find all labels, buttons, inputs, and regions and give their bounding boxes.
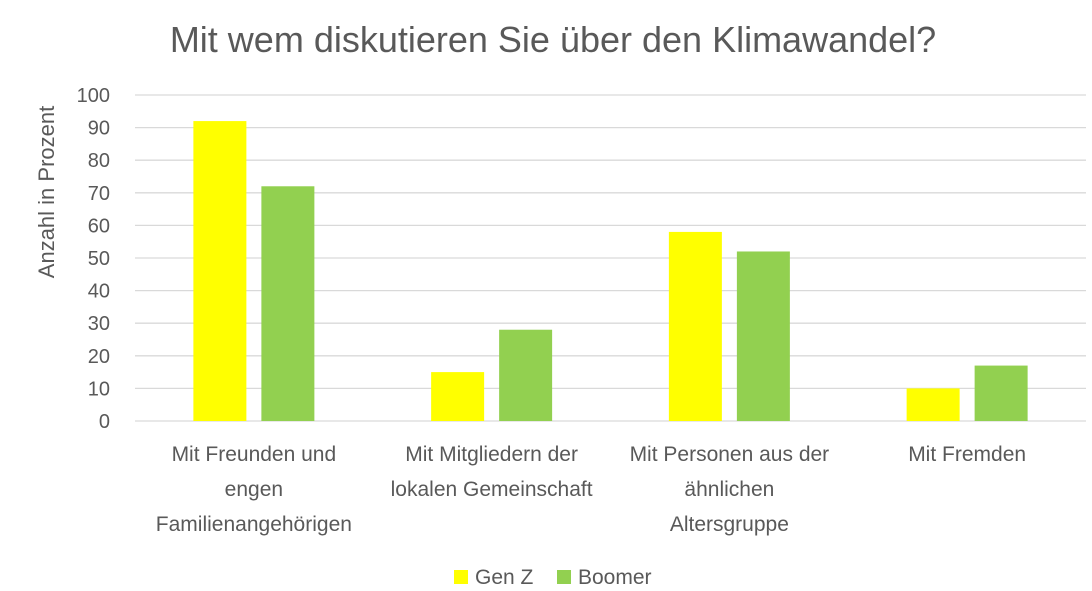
y-tick-label: 100 [77, 85, 110, 107]
y-tick-label: 0 [99, 411, 110, 433]
bar-gen-z-2 [668, 231, 722, 421]
y-axis-ticks: 0 10 20 30 40 50 60 70 80 90 100 [77, 85, 110, 433]
y-axis-label: Anzahl in Prozent [34, 106, 59, 278]
category-label-line: Mit Freunden und [172, 443, 337, 466]
y-tick-label: 90 [88, 118, 110, 140]
legend-item-gen-z: Gen Z [454, 566, 534, 589]
bar-boomer-1 [499, 329, 553, 421]
y-tick-label: 10 [88, 378, 110, 400]
y-tick-label: 30 [88, 313, 110, 335]
y-tick-label: 70 [88, 183, 110, 205]
legend-item-boomer: Boomer [557, 566, 652, 589]
y-tick-label: 50 [88, 248, 110, 270]
bar-gen-z-1 [431, 372, 485, 421]
y-tick-label: 40 [88, 281, 110, 303]
category-label-line: lokalen Gemeinschaft [391, 478, 593, 501]
category-label-0: Mit Freunden und engen Familienangehörigen [156, 443, 352, 536]
bars [193, 121, 1028, 421]
category-label-line: Mit Fremden [908, 443, 1026, 466]
category-label-line: Familienangehörigen [156, 513, 352, 536]
y-tick-label: 60 [88, 215, 110, 237]
bar-boomer-0 [261, 186, 315, 421]
category-label-line: Altersgruppe [670, 513, 789, 536]
legend-swatch [557, 570, 571, 584]
x-axis-category-labels: Mit Freunden und engen Familienangehörigen… [156, 443, 1026, 536]
legend-label: Gen Z [475, 566, 534, 589]
legend-swatch [454, 570, 468, 584]
category-label-line: ähnlichen [684, 478, 774, 501]
bar-gen-z-0 [193, 121, 247, 421]
category-label-line: Mit Personen aus der [630, 443, 830, 466]
bar-boomer-3 [974, 365, 1028, 421]
category-label-2: Mit Personen aus der ähnlichen Altersgrupp… [630, 443, 830, 536]
legend: Gen Z Boomer [454, 566, 652, 589]
category-label-line: Mit Mitgliedern der [405, 443, 578, 466]
category-label-3: Mit Fremden [908, 443, 1026, 466]
category-label-line: engen [225, 478, 283, 501]
y-tick-label: 20 [88, 346, 110, 368]
y-tick-label: 80 [88, 150, 110, 172]
category-label-1: Mit Mitgliedern der lokalen Gemeinschaft [391, 443, 593, 501]
bar-boomer-2 [736, 251, 790, 421]
legend-label: Boomer [578, 566, 652, 589]
bar-gen-z-3 [906, 388, 960, 421]
chart-title: Mit wem diskutieren Sie über den Klimawa… [170, 19, 936, 60]
